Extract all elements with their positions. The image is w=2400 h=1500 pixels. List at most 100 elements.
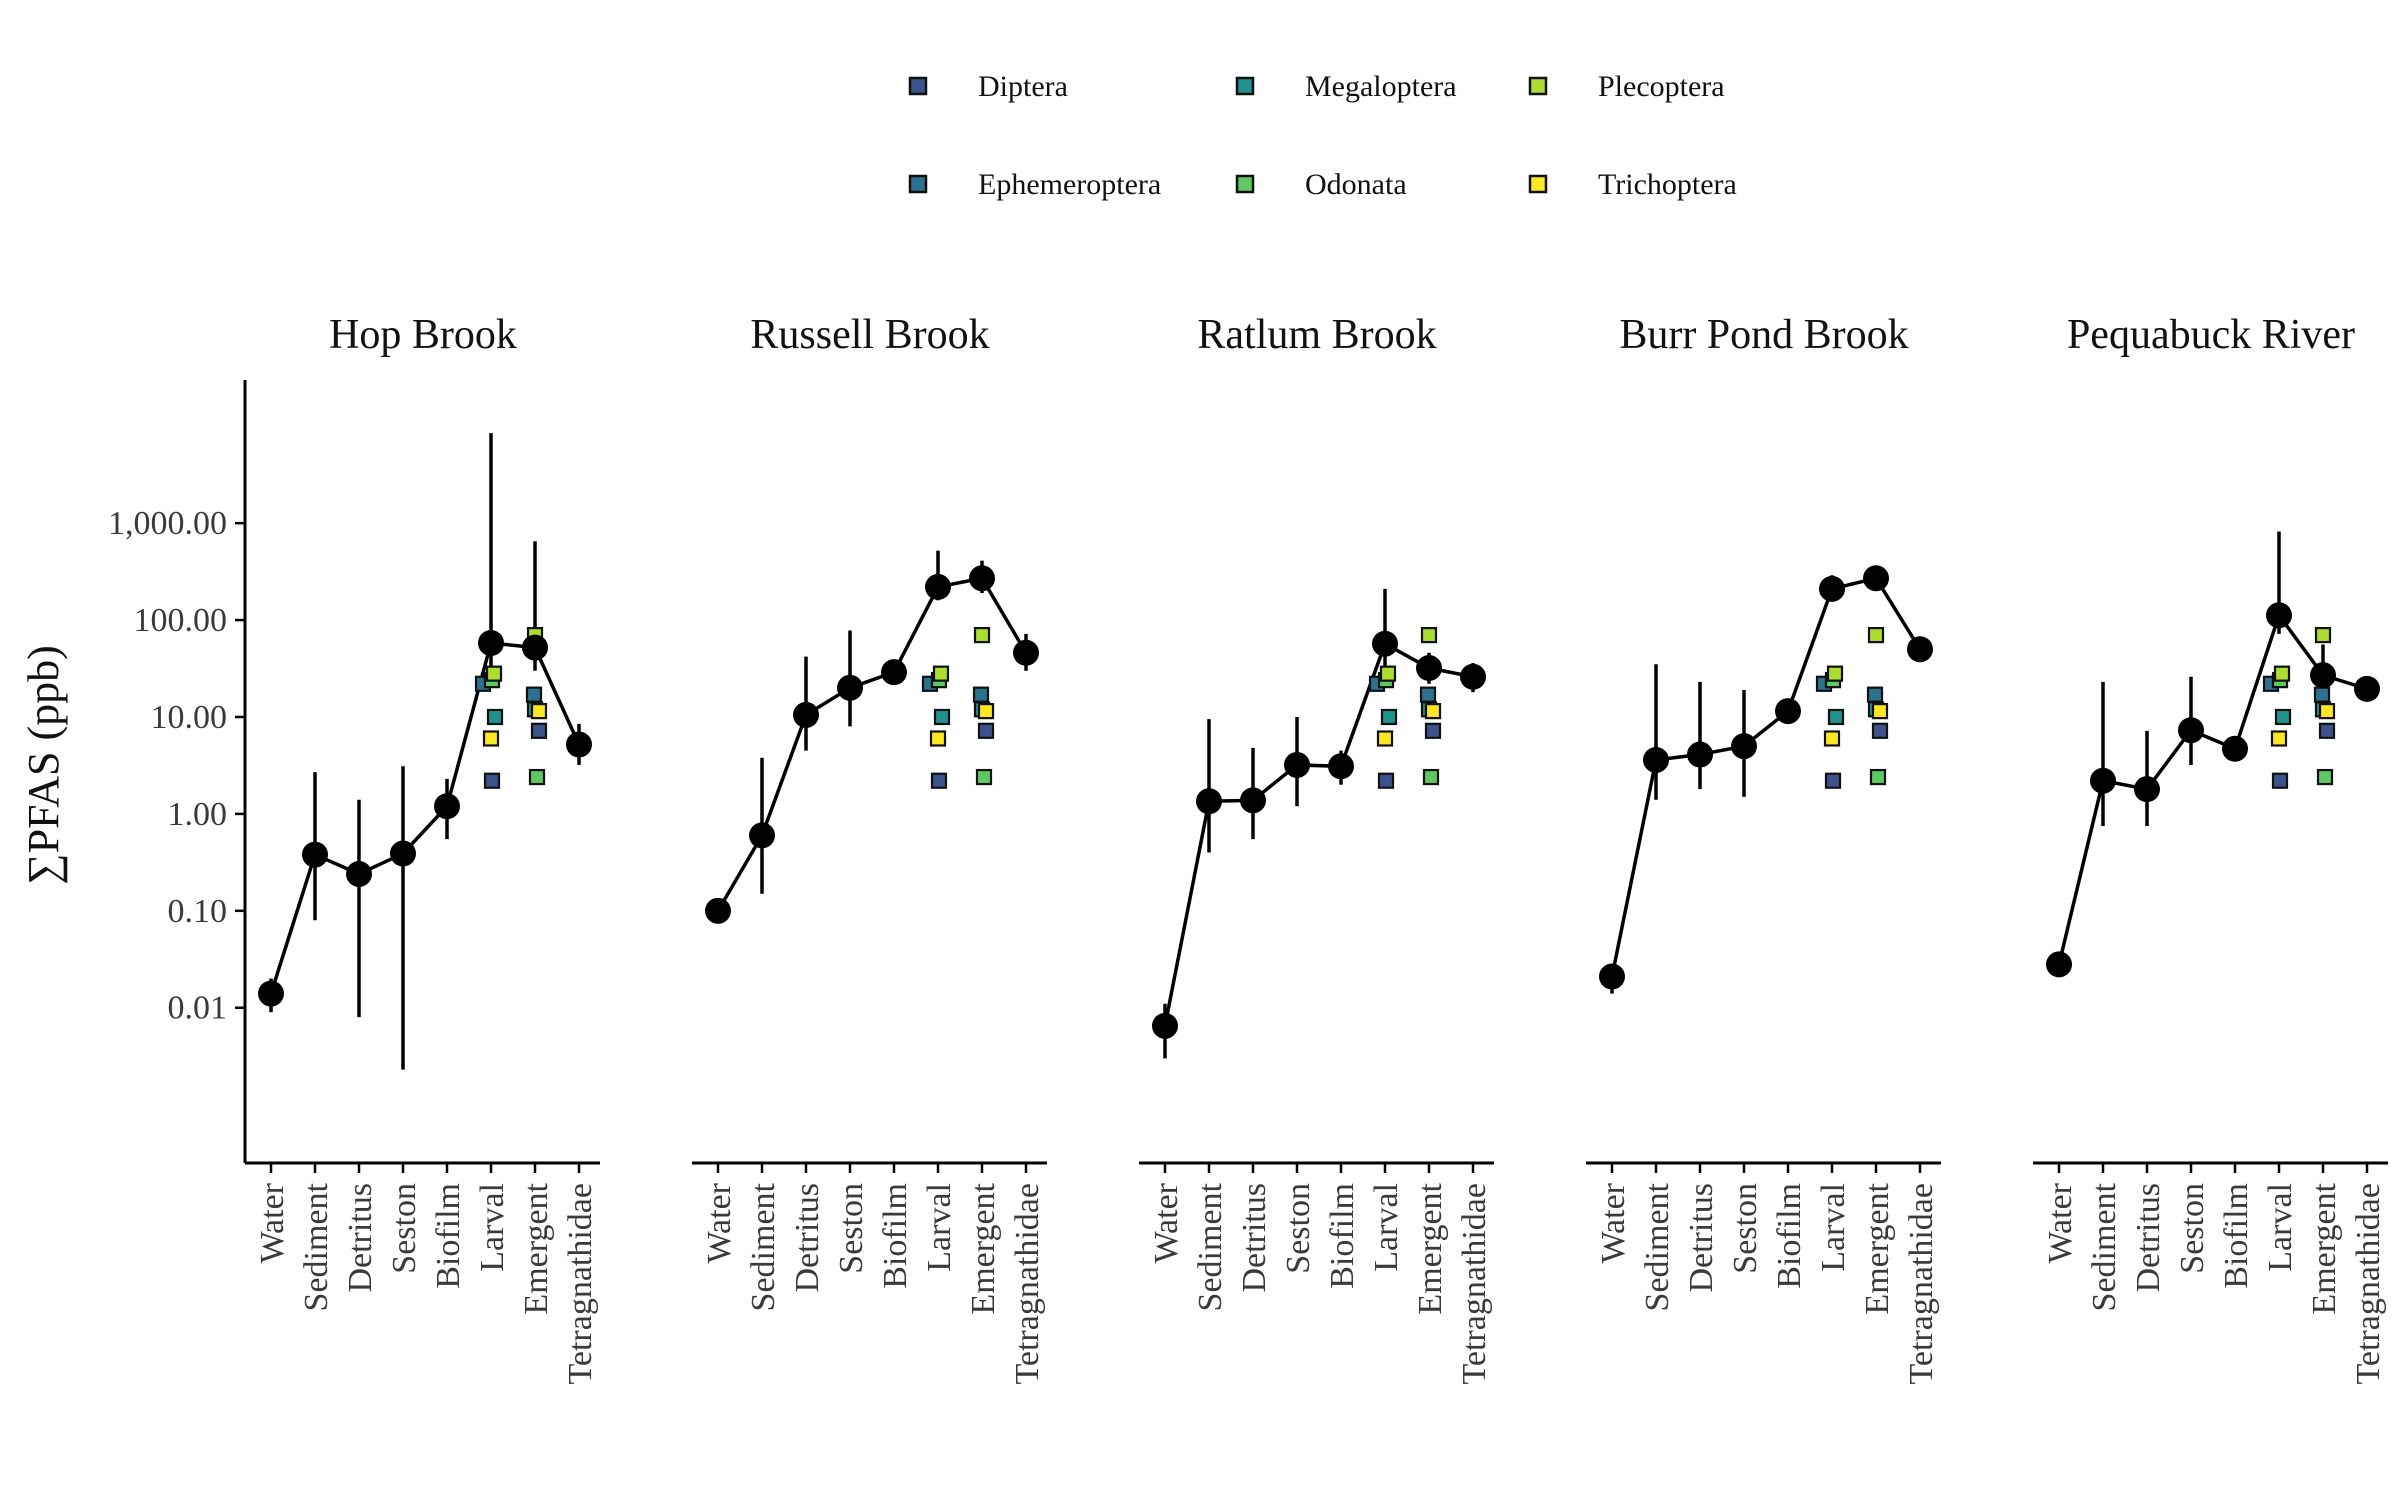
legend-label: Diptera: [978, 70, 1068, 103]
x-tick-label: Tetragnathidae: [1903, 1183, 1940, 1385]
x-tick-label: Seston: [2174, 1183, 2211, 1274]
panel-title: Hop Brook: [329, 312, 517, 358]
y-axis-label: ∑PFAS (ppb): [19, 645, 68, 885]
legend-swatch: [908, 76, 928, 96]
x-tick-label: Larval: [921, 1183, 958, 1272]
x-tick-label: Sediment: [298, 1182, 335, 1311]
x-tick-label: Tetragnathidae: [1456, 1183, 1493, 1385]
taxon-point: [530, 703, 548, 720]
taxon-point: [2271, 772, 2289, 789]
taxon-point: [530, 722, 548, 739]
legend-swatch: [1235, 76, 1255, 96]
taxon-point: [485, 665, 503, 682]
mean-point: [1240, 787, 1266, 814]
x-tick-label: Detritus: [2130, 1183, 2167, 1293]
mean-point: [2354, 675, 2380, 702]
mean-point: [1819, 575, 1845, 602]
mean-point: [1731, 733, 1757, 760]
taxon-point: [482, 730, 500, 747]
mean-point: [2134, 776, 2160, 803]
x-tick-label: Tetragnathidae: [2350, 1183, 2387, 1385]
x-tick-label: Tetragnathidae: [562, 1183, 599, 1385]
taxon-point: [932, 665, 950, 682]
legend-label: Megaloptera: [1305, 70, 1457, 103]
mean-point: [478, 629, 504, 656]
x-tick-label: Larval: [474, 1183, 511, 1272]
mean-point: [837, 674, 863, 701]
x-tick-label: Seston: [1727, 1183, 1764, 1274]
taxon-point: [2270, 730, 2288, 747]
x-tick-label: Detritus: [789, 1183, 826, 1293]
mean-point: [2046, 951, 2072, 978]
taxon-point: [1866, 686, 1884, 703]
panel-title: Burr Pond Brook: [1619, 312, 1908, 358]
x-tick-label: Biofilm: [877, 1183, 914, 1289]
x-tick-label: Water: [1148, 1182, 1185, 1263]
x-tick-label: Biofilm: [430, 1183, 467, 1289]
taxon-point: [1377, 772, 1395, 789]
x-tick-label: Larval: [2262, 1183, 2299, 1272]
taxon-point: [930, 772, 948, 789]
x-tick-label: Larval: [1368, 1183, 1405, 1272]
panel: Burr Pond Brook Water Sediment Detritus Sest…: [1586, 312, 1941, 1385]
mean-point: [434, 793, 460, 820]
mean-point: [2178, 717, 2204, 744]
mean-point: [258, 980, 284, 1007]
mean-point: [1599, 963, 1625, 990]
x-tick-label: Water: [1595, 1182, 1632, 1263]
taxon-point: [1871, 703, 1889, 720]
x-tick-label: Larval: [1815, 1183, 1852, 1272]
taxon-point: [1869, 768, 1887, 786]
taxon-point: [1823, 730, 1841, 747]
taxon-point: [1419, 686, 1437, 703]
legend-label: Ephemeroptera: [978, 168, 1161, 201]
legend-label: Trichoptera: [1598, 168, 1737, 201]
mean-point: [1013, 639, 1039, 666]
legend: Diptera Ephemeroptera Megaloptera Odonata Pl…: [908, 70, 1737, 201]
x-tick-label: Seston: [833, 1183, 870, 1274]
x-tick-label: Emergent: [518, 1182, 555, 1314]
mean-point: [1284, 751, 1310, 778]
taxon-point: [2318, 722, 2336, 739]
taxon-point: [1420, 626, 1438, 644]
panel: Pequabuck River Water Sediment Detritus Sest…: [2033, 312, 2388, 1385]
taxon-point: [1424, 722, 1442, 739]
taxon-point: [1826, 665, 1844, 682]
panel-title: Pequabuck River: [2067, 312, 2355, 358]
legend-swatch: [1528, 76, 1548, 96]
x-tick-label: Water: [2042, 1182, 2079, 1263]
mean-point: [1196, 788, 1222, 815]
panels: Hop Brook 0.01 0.10 1.00 10.00 100.00 1,000.00…: [108, 312, 2388, 1385]
mean-point: [925, 573, 951, 600]
y-tick-label: 100.00: [134, 602, 228, 639]
taxon-point: [528, 768, 546, 786]
x-tick-label: Detritus: [1236, 1183, 1273, 1293]
x-tick-label: Emergent: [1859, 1182, 1896, 1314]
x-tick-label: Biofilm: [1324, 1183, 1361, 1289]
x-tick-label: Biofilm: [1771, 1183, 1808, 1289]
y-tick-label: 10.00: [151, 699, 228, 736]
x-tick-label: Emergent: [965, 1182, 1002, 1314]
taxon-point: [1422, 768, 1440, 786]
taxon-point: [977, 703, 995, 720]
taxon-point: [1867, 626, 1885, 644]
mean-point: [969, 565, 995, 592]
taxon-point: [975, 768, 993, 786]
x-tick-label: Emergent: [1412, 1182, 1449, 1314]
taxon-point: [486, 708, 504, 726]
x-tick-label: Water: [701, 1182, 738, 1263]
panel: Hop Brook 0.01 0.10 1.00 10.00 100.00 1,000.00…: [108, 312, 600, 1385]
mean-point: [2222, 735, 2248, 762]
y-tick-label: 0.01: [168, 990, 228, 1027]
x-tick-label: Biofilm: [2218, 1183, 2255, 1289]
mean-point: [749, 822, 775, 849]
legend-swatch: [1528, 174, 1548, 194]
taxon-point: [977, 722, 995, 739]
taxon-point: [2318, 703, 2336, 720]
x-tick-label: Seston: [386, 1183, 423, 1274]
panel-title: Ratlum Brook: [1197, 312, 1436, 358]
taxon-point: [1380, 708, 1398, 726]
legend-swatch: [908, 174, 928, 194]
mean-point: [302, 841, 328, 868]
mean-point: [566, 731, 592, 758]
